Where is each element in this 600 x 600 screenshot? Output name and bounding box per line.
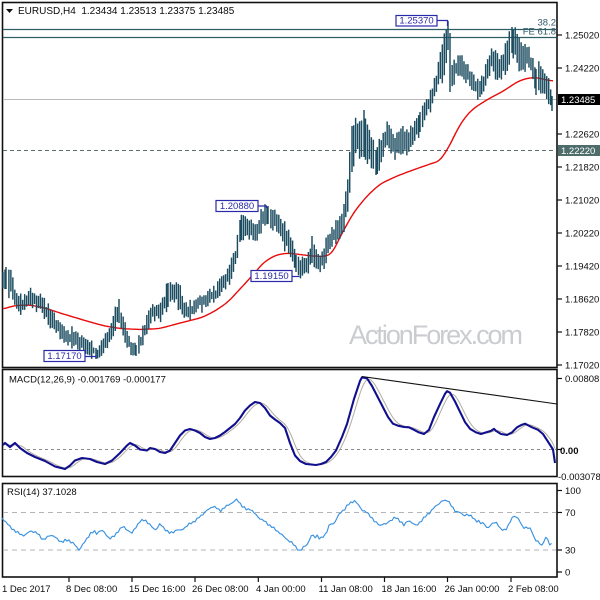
svg-text:0.00: 0.00 <box>560 446 579 457</box>
svg-text:0.00808: 0.00808 <box>565 374 599 385</box>
svg-text:15 Dec 16:00: 15 Dec 16:00 <box>129 584 186 595</box>
svg-text:26 Dec 08:00: 26 Dec 08:00 <box>192 584 249 595</box>
svg-text:1.22620: 1.22620 <box>565 130 599 141</box>
svg-text:1.22220: 1.22220 <box>561 146 595 157</box>
svg-text:1.20220: 1.20220 <box>565 229 599 240</box>
svg-text:EURUSD,H4 1.23434 1.23513 1.2: EURUSD,H4 1.23434 1.23513 1.23375 1.2348… <box>18 6 235 17</box>
svg-text:1.25020: 1.25020 <box>565 31 599 42</box>
svg-text:8 Dec 08:00: 8 Dec 08:00 <box>66 584 117 595</box>
svg-text:1.23485: 1.23485 <box>561 95 595 106</box>
svg-text:1.24220: 1.24220 <box>565 64 599 75</box>
svg-text:1.19150: 1.19150 <box>254 271 288 282</box>
svg-text:38.2: 38.2 <box>538 18 557 29</box>
svg-text:2 Feb 08:00: 2 Feb 08:00 <box>508 584 559 595</box>
svg-text:4 Jan 00:00: 4 Jan 00:00 <box>256 584 306 595</box>
svg-text:30: 30 <box>565 546 576 557</box>
svg-text:1.25370: 1.25370 <box>399 16 433 27</box>
svg-text:26 Jan 00:00: 26 Jan 00:00 <box>445 584 500 595</box>
svg-text:1.17020: 1.17020 <box>565 361 599 372</box>
svg-text:1.18620: 1.18620 <box>565 295 599 306</box>
svg-text:1.17820: 1.17820 <box>565 328 599 339</box>
svg-text:RSI(14) 37.1028: RSI(14) 37.1028 <box>7 487 77 498</box>
svg-text:1.21820: 1.21820 <box>565 163 599 174</box>
svg-text:FE 61.8: FE 61.8 <box>523 27 556 38</box>
svg-text:1.17170: 1.17170 <box>47 351 81 362</box>
svg-text:ActionForex.com: ActionForex.com <box>349 320 523 350</box>
svg-text:1 Dec 2017: 1 Dec 2017 <box>2 584 51 595</box>
svg-text:0: 0 <box>565 568 570 579</box>
svg-text:1.19420: 1.19420 <box>565 262 599 273</box>
svg-text:-0.003078: -0.003078 <box>558 472 600 483</box>
svg-text:1.21020: 1.21020 <box>565 196 599 207</box>
svg-text:11 Jan 08:00: 11 Jan 08:00 <box>319 584 373 595</box>
svg-text:100: 100 <box>565 486 581 497</box>
svg-text:70: 70 <box>565 508 576 519</box>
svg-text:MACD(12,26,9) -0.001769 -0.000: MACD(12,26,9) -0.001769 -0.000177 <box>9 375 166 386</box>
svg-text:18 Jan 16:00: 18 Jan 16:00 <box>382 584 437 595</box>
svg-text:1.20880: 1.20880 <box>220 201 254 212</box>
